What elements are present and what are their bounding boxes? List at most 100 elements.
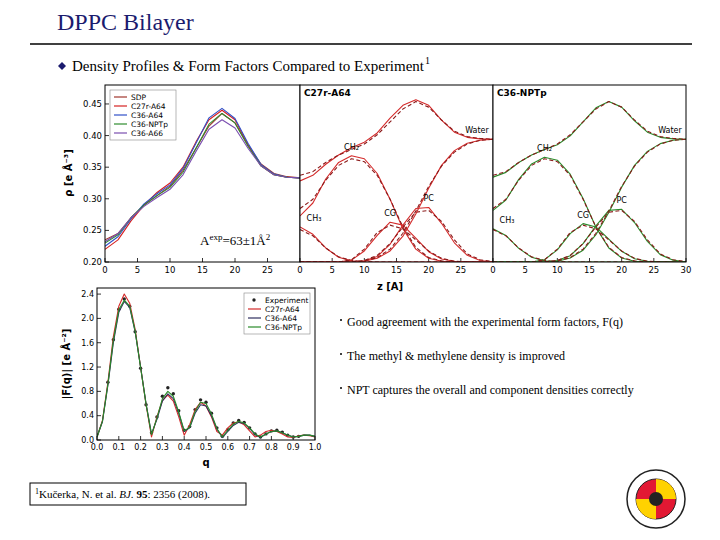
x-tick-label: 20	[230, 265, 241, 275]
x-tick-label: 0.7	[243, 443, 256, 452]
x-tick	[396, 258, 397, 262]
x-tick-label: 0.3	[156, 443, 169, 452]
y-tick-label: 1.6	[81, 339, 94, 348]
chart: 05101520250.200.250.300.350.400.45ρ [e Å…	[62, 85, 300, 275]
panel-title: C27r-A64	[304, 88, 351, 98]
legend-swatch	[114, 132, 127, 133]
legend-swatch	[252, 298, 255, 301]
y-tick-label: 0.8	[81, 387, 94, 396]
x-tick	[202, 258, 203, 262]
x-tick-label: 0.9	[287, 443, 300, 452]
citation-part: Kučerka, N. et al.	[39, 488, 119, 500]
y-tick	[105, 103, 109, 104]
y-tick	[97, 318, 101, 319]
legend-swatch	[114, 96, 127, 97]
y-tick-label: 0.25	[83, 225, 102, 235]
plot-frame	[300, 85, 493, 262]
legend-swatch	[114, 105, 127, 106]
x-tick-label: 25	[648, 265, 659, 275]
series-line	[105, 113, 300, 243]
series-line	[105, 113, 300, 239]
y-tick-label: 0.20	[83, 257, 102, 267]
legend-label: C36-A64	[131, 111, 163, 120]
plot-frame	[493, 85, 686, 262]
citation-part: BJ.	[119, 488, 133, 500]
bullet-diamond	[58, 62, 66, 70]
annotation-part: 2	[266, 232, 271, 242]
citation-part: 95	[136, 488, 148, 500]
y-tick	[105, 230, 109, 231]
heading: Density Profiles & Form Factors Compared…	[72, 58, 425, 74]
x-axis-label: q	[202, 457, 209, 468]
series-label: CH₃	[500, 216, 515, 225]
chart: 0.00.10.20.30.40.50.60.70.80.91.00.00.40…	[60, 288, 321, 468]
x-tick-label: 20	[423, 265, 434, 275]
x-tick-label: 10	[552, 265, 563, 275]
slide: DPPC Bilayer Density Profiles & Form Fact…	[0, 0, 720, 540]
x-tick-label: 0.2	[134, 443, 147, 452]
y-tick-label: 0.40	[83, 131, 102, 141]
series-label: CH₂	[344, 143, 359, 152]
x-tick	[235, 258, 236, 262]
series-line	[493, 210, 686, 262]
y-tick-label: 0.30	[83, 194, 102, 204]
slide-title: DPPC Bilayer	[57, 9, 194, 35]
series-group	[97, 294, 315, 439]
legend-label: C27r-A64	[265, 305, 300, 314]
y-axis-label: |F(q)| [e Å⁻²]	[60, 329, 73, 400]
x-tick-label: 0.4	[178, 443, 191, 452]
y-tick-label: 2.4	[81, 290, 94, 299]
y-tick-label: 2.0	[81, 314, 94, 323]
logo-ring	[627, 470, 685, 528]
legend-swatch	[248, 308, 261, 309]
x-tick-label: 1.0	[309, 443, 322, 452]
chart: 0510152025CH₃CH₂CGPCWaterC27r-A64z [A]	[297, 85, 493, 292]
series-line	[300, 156, 493, 262]
x-tick-label: 25	[262, 265, 273, 275]
series-label: CH₂	[537, 144, 552, 153]
panel-title: C36-NPTp	[497, 88, 547, 98]
y-tick	[97, 415, 101, 416]
series-line	[493, 102, 686, 176]
legend-swatch	[248, 317, 261, 318]
y-tick-label: 0.45	[83, 99, 102, 109]
citation: 1Kučerka, N. et al. BJ. 95: 2356 (2008).	[35, 487, 210, 501]
x-tick-label: 0.6	[221, 443, 234, 452]
plot-background	[300, 85, 493, 262]
logo-quarters	[636, 479, 676, 519]
series-label: CG	[384, 209, 396, 218]
x-tick-label: 20	[616, 265, 627, 275]
legend-label: SDP	[131, 93, 147, 102]
series-line	[300, 139, 493, 262]
x-tick	[525, 258, 526, 262]
x-tick-label: 5	[135, 265, 140, 275]
x-tick	[621, 258, 622, 262]
legend-label: C36-A66	[131, 129, 163, 138]
series-line	[493, 157, 686, 262]
series-line	[300, 207, 493, 262]
plot-frame	[105, 85, 300, 262]
series-group	[300, 100, 493, 262]
plot-background	[493, 85, 686, 262]
series-group	[493, 102, 686, 262]
x-tick	[249, 436, 250, 440]
bullet-text: Good agreement with the experimental for…	[347, 315, 623, 329]
legend-label: C36-A64	[265, 314, 297, 323]
legend-box	[244, 293, 310, 334]
x-tick	[332, 258, 333, 262]
series-line	[300, 222, 493, 262]
y-tick-label: 0.0	[81, 436, 94, 445]
series-label: CH₃	[307, 214, 322, 223]
x-tick	[206, 436, 207, 440]
heading-ref: 1	[425, 55, 430, 66]
legend-swatch	[114, 123, 127, 124]
legend-swatch	[248, 326, 261, 327]
logo-center	[649, 492, 663, 506]
legend-label: C36-NPTp	[131, 120, 168, 129]
logo-field	[636, 479, 676, 519]
x-tick-label: 15	[197, 265, 208, 275]
x-tick-label: 15	[584, 265, 595, 275]
bullet-text: The methyl & methylene density is improv…	[347, 349, 565, 363]
annotation: Aexp=63±1Å2	[197, 232, 275, 250]
series-label: CG	[577, 211, 589, 220]
